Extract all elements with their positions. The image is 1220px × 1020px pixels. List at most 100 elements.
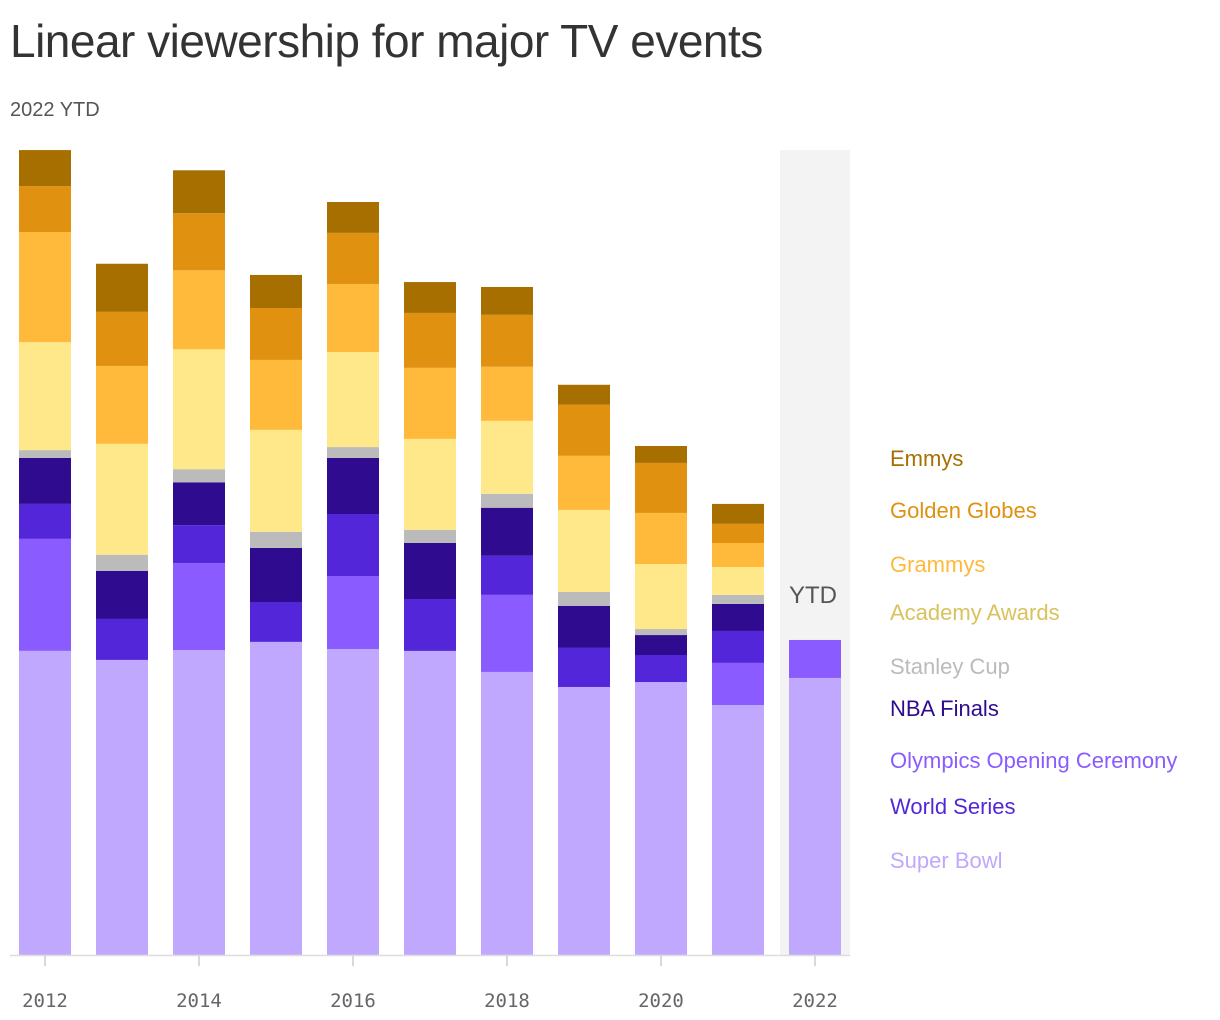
bar-segment (327, 283, 379, 352)
bar-segment (250, 547, 302, 602)
bar-segment (19, 503, 71, 539)
bar-segment (635, 629, 687, 636)
x-tick-label: 2018 (484, 990, 530, 1012)
bar-segment (635, 564, 687, 630)
bar-segment (558, 591, 610, 606)
bar-segment (404, 438, 456, 530)
bar-segment (250, 641, 302, 955)
bar-segment (96, 570, 148, 619)
bar-segment (481, 314, 533, 367)
bar-segment (404, 542, 456, 599)
bar-segment (481, 594, 533, 672)
bar-segment (19, 232, 71, 343)
bar-segment (635, 462, 687, 513)
legend-item: World Series (890, 794, 1016, 819)
bar-segment (558, 605, 610, 648)
bar-segment (96, 659, 148, 955)
bar-segment (173, 170, 225, 214)
bar-segment (327, 648, 379, 955)
x-tick-label: 2016 (330, 990, 376, 1012)
bar-segment (327, 447, 379, 459)
bar-segment (712, 662, 764, 705)
bar-segment (173, 525, 225, 564)
legend-item: Super Bowl (890, 848, 1003, 873)
bar-segment (404, 529, 456, 543)
bar-segment (481, 555, 533, 595)
bar-segment (712, 594, 764, 604)
bar-segment (404, 598, 456, 651)
bar-segment (327, 458, 379, 515)
chart-subtitle: 2022 YTD (10, 99, 100, 121)
bar-segment (481, 286, 533, 315)
bar-segment (327, 576, 379, 649)
bar-segment (558, 686, 610, 955)
legend-item: Olympics Opening Ceremony (890, 748, 1177, 773)
bar-segment (96, 311, 148, 366)
x-tick-label: 2020 (638, 990, 684, 1012)
ytd-label: YTD (789, 582, 837, 609)
bar-segment (481, 366, 533, 421)
bar-segment (19, 150, 71, 187)
bar-segment (481, 493, 533, 508)
x-tick-label: 2014 (176, 990, 222, 1012)
bar-segment (250, 359, 302, 430)
bar-segment (19, 538, 71, 651)
bar-segment (327, 351, 379, 448)
bar-segment (19, 342, 71, 451)
bar-segment (250, 308, 302, 360)
bar-segment (327, 232, 379, 284)
legend-item: Golden Globes (890, 498, 1037, 523)
bar-segment (789, 677, 841, 955)
bar-segment (481, 507, 533, 556)
bar-segment (712, 567, 764, 595)
bar-segment (712, 630, 764, 663)
bar-segment (481, 671, 533, 955)
bar-segment (250, 531, 302, 548)
bar-segment (96, 263, 148, 312)
legend-item: Emmys (890, 446, 963, 471)
bar-segment (404, 282, 456, 313)
bar-segment (712, 603, 764, 631)
bar-segment (96, 618, 148, 660)
bar-segment (173, 482, 225, 526)
x-tick-label: 2022 (792, 990, 838, 1012)
bar-segment (173, 270, 225, 350)
bar-segment (327, 514, 379, 577)
bar-segment (789, 639, 841, 678)
bar-segment (173, 349, 225, 470)
bar-segment (712, 542, 764, 568)
legend-item: NBA Finals (890, 696, 999, 721)
bar-segment (558, 404, 610, 456)
bar-segment (173, 469, 225, 483)
bar-segment (481, 420, 533, 494)
legend-item: Stanley Cup (890, 654, 1010, 679)
bar-segment (404, 650, 456, 955)
bar-segment (712, 705, 764, 955)
bar-segment (635, 512, 687, 565)
bar-segment (19, 650, 71, 955)
bar-segment (404, 367, 456, 439)
bar-segment (635, 655, 687, 683)
bar-segment (404, 312, 456, 368)
bar-segment (712, 503, 764, 524)
bar-segment (96, 554, 148, 571)
x-tick-label: 2012 (22, 990, 68, 1012)
bar-segment (558, 384, 610, 405)
bar-segment (19, 450, 71, 459)
bar-segment (558, 647, 610, 687)
bar-segment (635, 635, 687, 655)
bar-segment (712, 523, 764, 543)
bar-segment (558, 455, 610, 510)
bar-segment (635, 445, 687, 463)
legend-item: Grammys (890, 552, 985, 577)
bar-segment (635, 682, 687, 955)
bar-segment (558, 509, 610, 592)
bar-segment (250, 601, 302, 642)
bar-segment (173, 213, 225, 271)
bar-segment (250, 274, 302, 309)
bar-segment (173, 650, 225, 955)
bar-segment (96, 443, 148, 555)
bar-segment (96, 365, 148, 444)
bar-segment (173, 563, 225, 651)
bar-segment (250, 429, 302, 532)
